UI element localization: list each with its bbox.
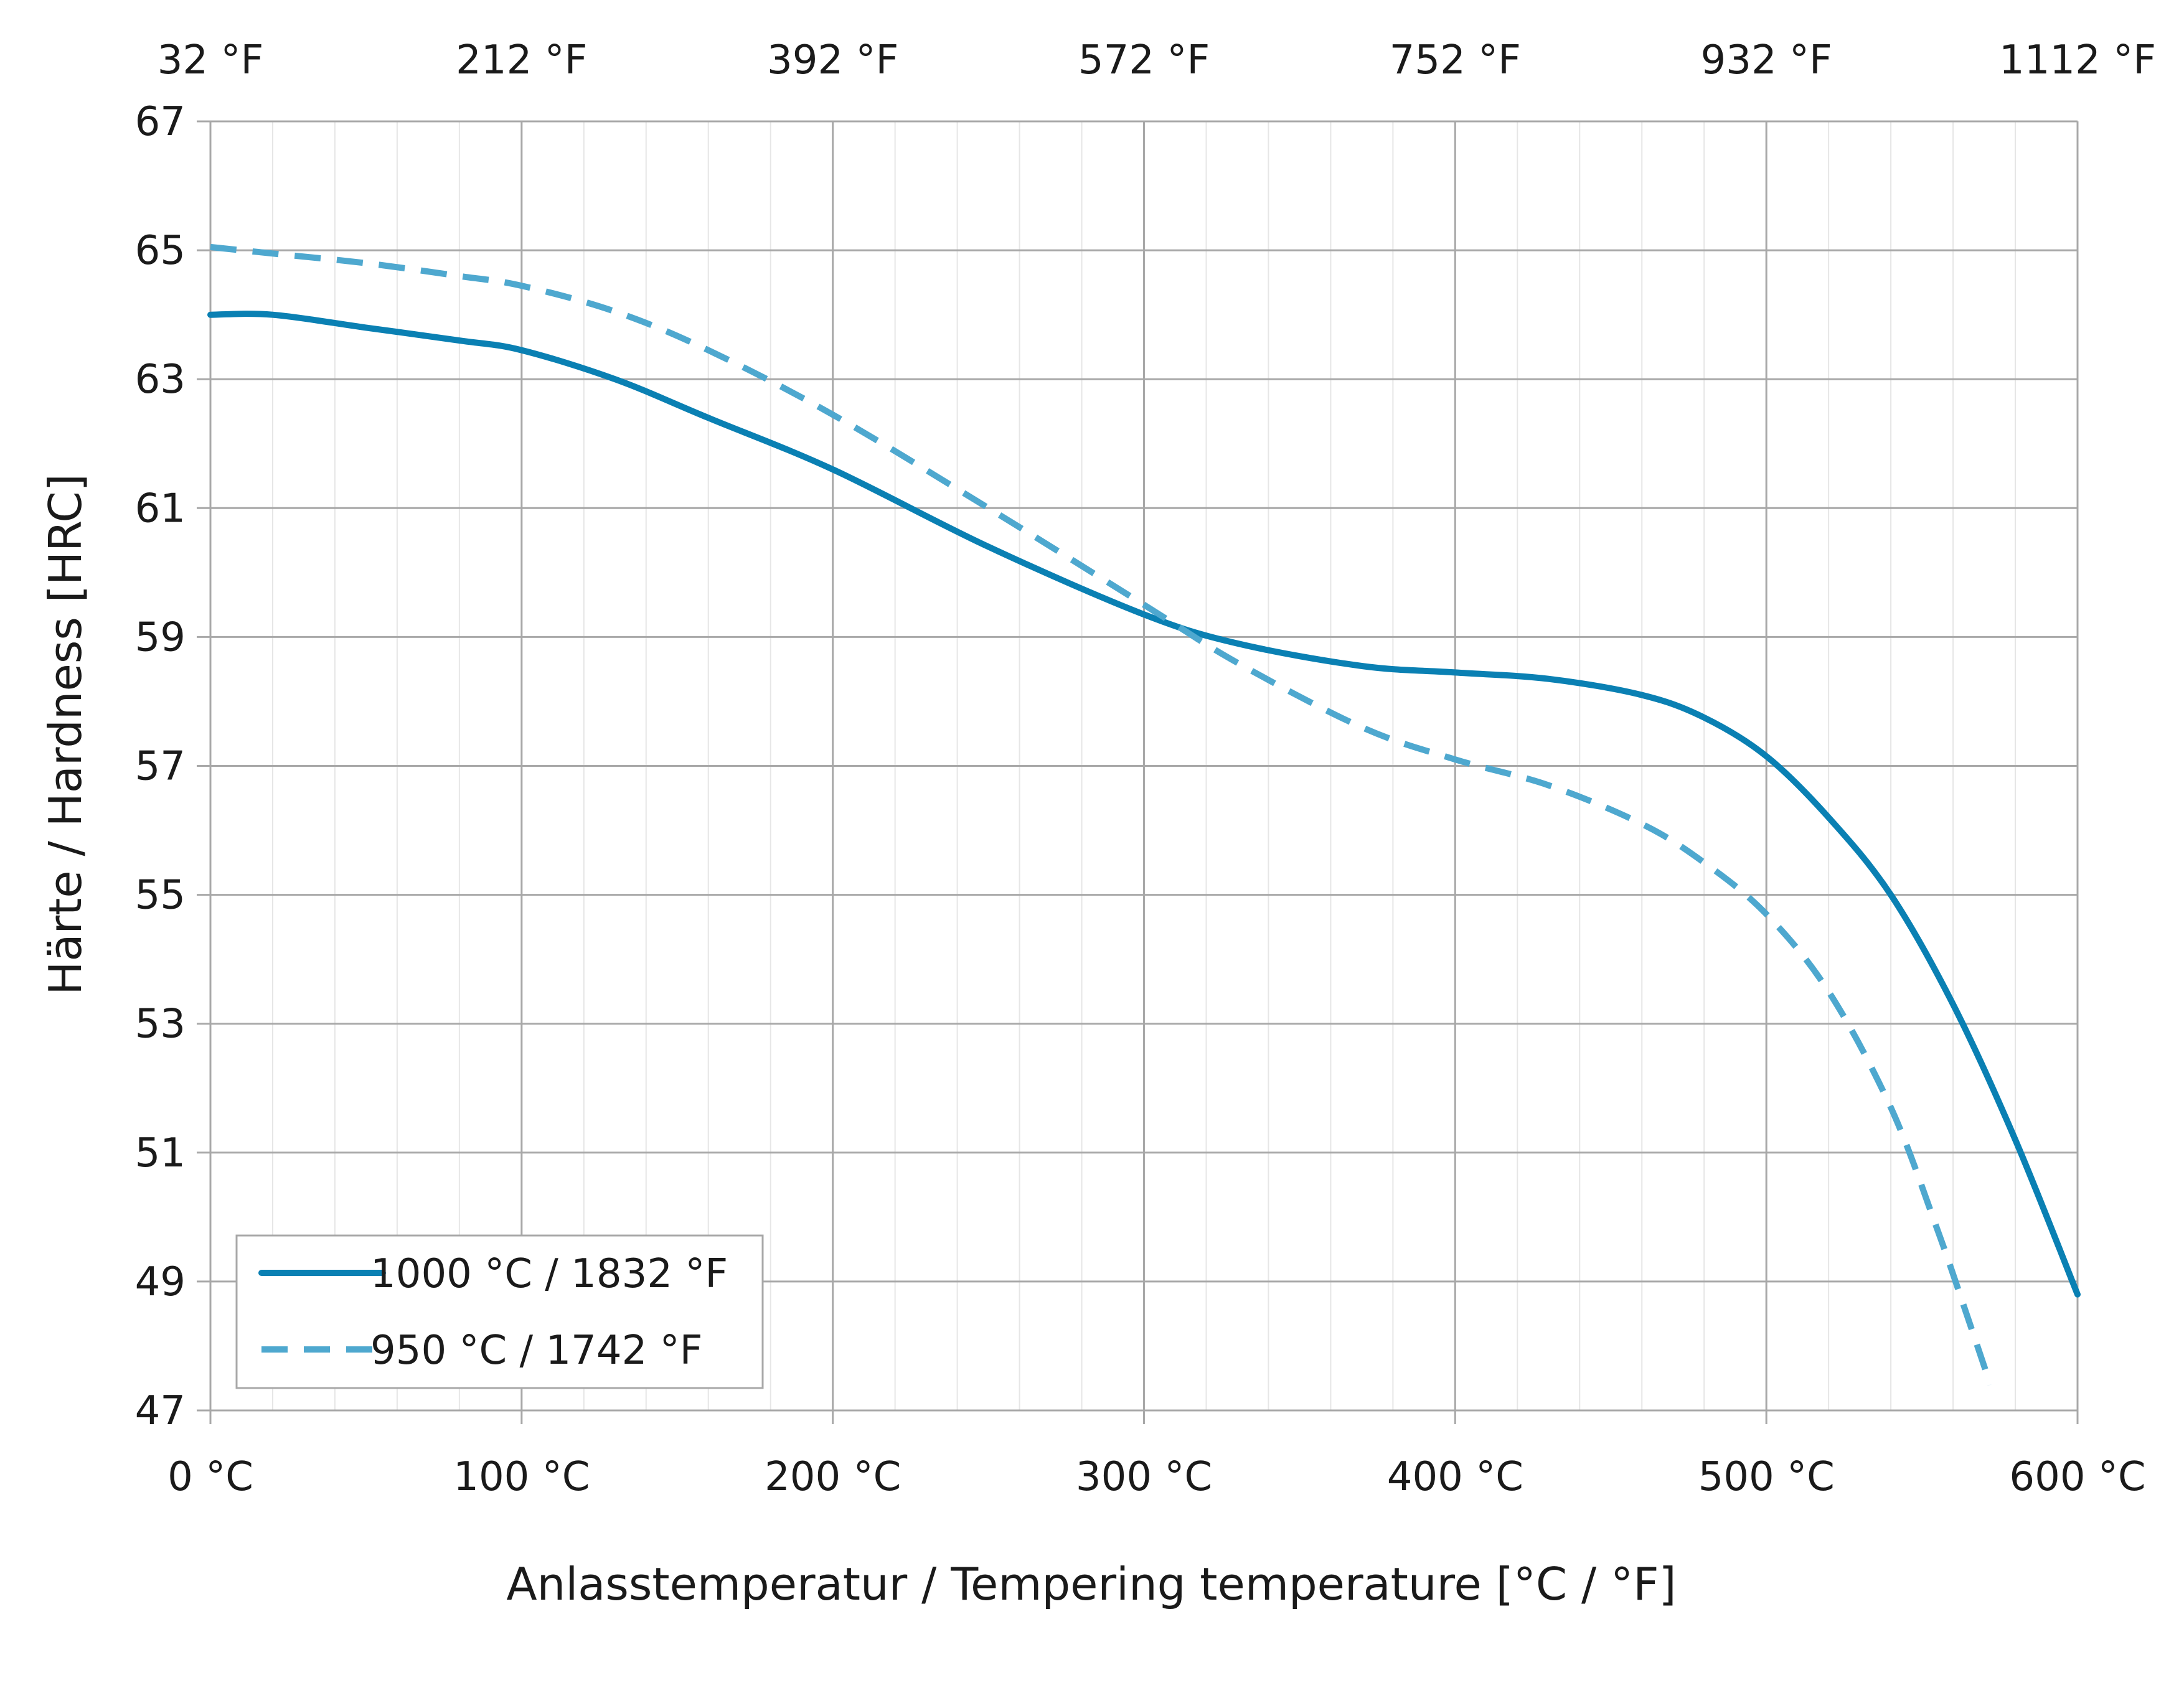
tick-labels: 0 °C 32 °F 100 °C 212 °F 200 °C 392 °F 300 °C 5… — [135, 37, 2156, 1500]
series-layer — [207, 243, 2081, 1386]
x-tick-label: 100 °C — [453, 1454, 590, 1500]
major-gridlines — [197, 120, 2079, 1424]
y-tick-label: 53 — [135, 1001, 186, 1048]
y-tick-label: 61 — [135, 485, 186, 532]
x2-tick-label: 212 °F — [456, 37, 587, 83]
y-tick-label: 59 — [135, 614, 186, 660]
y-tick-label: 55 — [135, 873, 186, 919]
x2-tick-label: 932 °F — [1701, 37, 1832, 83]
y-axis-title: Härte / Hardness [HRC] — [39, 474, 92, 995]
x-tick-label: 600 °C — [2009, 1454, 2145, 1500]
series-line-950c — [210, 243, 1993, 1386]
y-tick-label: 51 — [135, 1130, 186, 1176]
x-tick-label: 500 °C — [1698, 1454, 1835, 1500]
legend-box — [235, 1234, 764, 1389]
x2-tick-label: 572 °F — [1078, 37, 1210, 83]
series-line-1000c — [207, 311, 2081, 1298]
x-axis-title: Anlasstemperatur / Tempering temperature… — [506, 1558, 1676, 1610]
legend-label-1000c: 1000 °C / 1832 °F — [370, 1251, 728, 1297]
y-tick-label: 65 — [135, 228, 186, 274]
x2-tick-label: 752 °F — [1390, 37, 1521, 83]
y-tick-label: 63 — [135, 357, 186, 403]
x2-tick-label: 1112 °F — [1999, 37, 2156, 83]
legend: 1000 °C / 1832 °F 950 °C / 1742 °F — [235, 1234, 764, 1389]
x2-tick-label: 392 °F — [767, 37, 898, 83]
x-tick-label: 0 °C — [167, 1454, 253, 1500]
y-tick-label: 67 — [135, 99, 186, 145]
x2-tick-label: 32 °F — [158, 37, 264, 83]
x-tick-label: 300 °C — [1076, 1454, 1212, 1500]
y-tick-label: 49 — [135, 1259, 186, 1305]
y-tick-label: 57 — [135, 744, 186, 790]
x-tick-label: 400 °C — [1387, 1454, 1523, 1500]
x-tick-label: 200 °C — [765, 1454, 901, 1500]
y-tick-label: 47 — [135, 1388, 186, 1434]
legend-label-950c: 950 °C / 1742 °F — [370, 1328, 702, 1374]
